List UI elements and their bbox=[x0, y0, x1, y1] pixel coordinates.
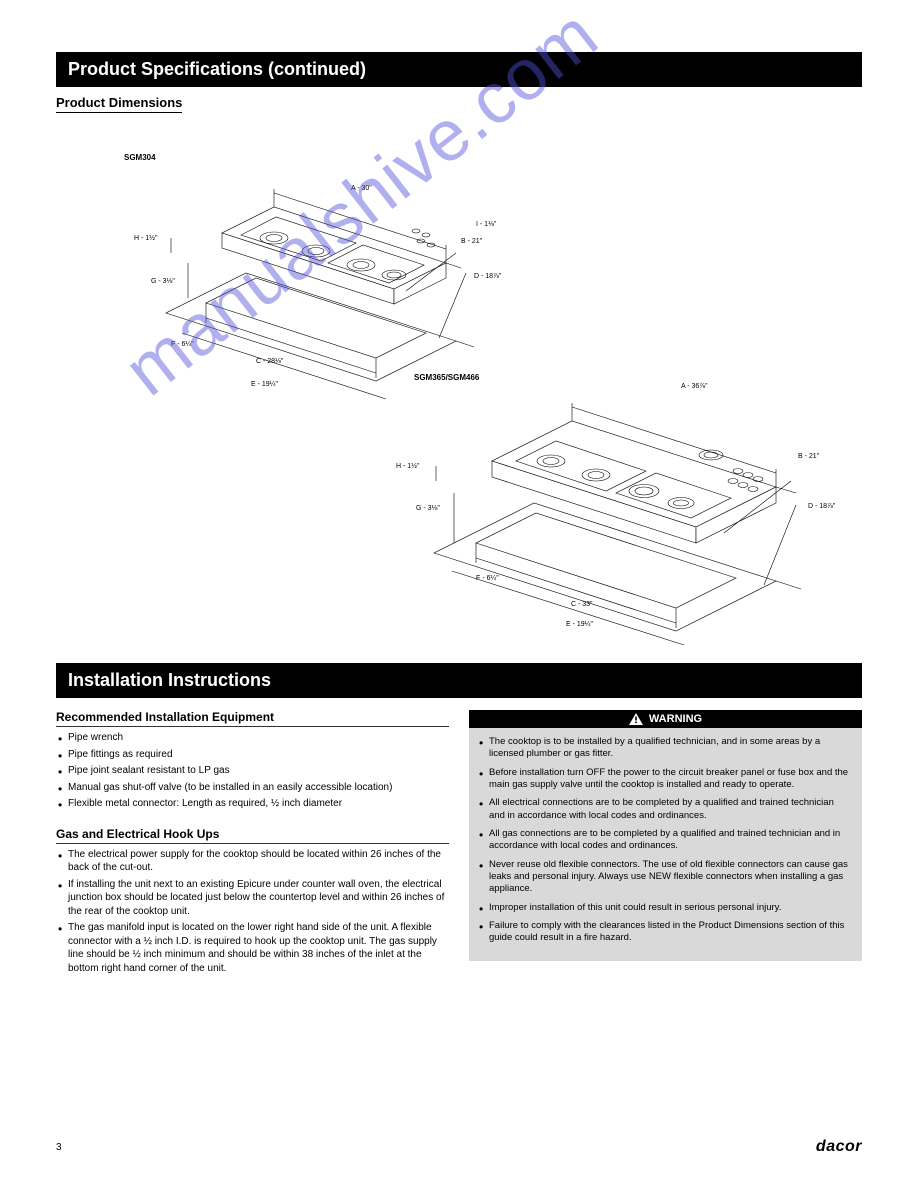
diagrams-container: A - 30" B - 21" D - 18⅞" C - 28⅛" E - 19… bbox=[56, 123, 862, 643]
dim-g1: G - 3⅛" bbox=[151, 278, 175, 285]
warning-box: WARNING The cooktop is to be installed b… bbox=[469, 710, 862, 961]
warning-list: The cooktop is to be installed by a qual… bbox=[479, 736, 852, 945]
installation-banner: Installation Instructions bbox=[56, 663, 862, 698]
page-container: Product Specifications (continued) Produ… bbox=[0, 0, 918, 1188]
list-item: Never reuse old flexible connectors. The… bbox=[479, 859, 852, 896]
list-item: All electrical connections are to be com… bbox=[479, 797, 852, 822]
dim-h1: H - 1½" bbox=[134, 235, 158, 242]
list-item: All gas connections are to be completed … bbox=[479, 828, 852, 853]
product-dims-heading: Product Dimensions bbox=[56, 95, 182, 113]
model2-label: SGM365/SGM466 bbox=[414, 373, 479, 382]
list-item: If installing the unit next to an existi… bbox=[56, 878, 449, 919]
product-dims-title: Product Dimensions bbox=[56, 95, 182, 110]
list-item: Failure to comply with the clearances li… bbox=[479, 920, 852, 945]
hookup-list: The electrical power supply for the cook… bbox=[56, 848, 449, 976]
warning-triangle-icon bbox=[629, 713, 643, 725]
dim-g2: G - 3⅛" bbox=[416, 505, 440, 512]
dim-e2: E - 19¼" bbox=[566, 621, 593, 628]
recommended-heading: Recommended Installation Equipment bbox=[56, 710, 449, 727]
list-item: Pipe fittings as required bbox=[56, 748, 449, 762]
list-item: Pipe joint sealant resistant to LP gas bbox=[56, 764, 449, 778]
dim-f2: F - 6¼" bbox=[476, 575, 499, 582]
dim-e1: E - 19¼" bbox=[251, 381, 278, 388]
dim-b1: B - 21" bbox=[461, 238, 482, 245]
two-column-layout: Recommended Installation Equipment Pipe … bbox=[56, 710, 862, 978]
list-item: Pipe wrench bbox=[56, 731, 449, 745]
model1-label: SGM304 bbox=[124, 153, 156, 162]
dim-i1: I - 1⅛" bbox=[476, 221, 496, 228]
hookup-heading: Gas and Electrical Hook Ups bbox=[56, 827, 449, 844]
warning-label: WARNING bbox=[649, 713, 702, 725]
right-column: WARNING The cooktop is to be installed b… bbox=[469, 710, 862, 978]
dim-b2: B - 21" bbox=[798, 453, 819, 460]
specifications-banner: Product Specifications (continued) bbox=[56, 52, 862, 87]
diagram-sgm365 bbox=[376, 343, 856, 653]
brand-logo: dacor bbox=[816, 1138, 862, 1156]
dim-d2: D - 18⅞" bbox=[808, 503, 835, 510]
left-column: Recommended Installation Equipment Pipe … bbox=[56, 710, 449, 978]
list-item: The gas manifold input is located on the… bbox=[56, 921, 449, 975]
dim-f1: F - 6¼" bbox=[171, 341, 194, 348]
recommended-list: Pipe wrench Pipe fittings as required Pi… bbox=[56, 731, 449, 811]
dim-c1: C - 28⅛" bbox=[256, 358, 283, 365]
page-number: 3 bbox=[56, 1142, 62, 1153]
list-item: The electrical power supply for the cook… bbox=[56, 848, 449, 875]
list-item: Flexible metal connector: Length as requ… bbox=[56, 797, 449, 811]
list-item: Before installation turn OFF the power t… bbox=[479, 767, 852, 792]
page-footer: 3 dacor bbox=[56, 1138, 862, 1156]
list-item: Improper installation of this unit could… bbox=[479, 902, 852, 914]
list-item: The cooktop is to be installed by a qual… bbox=[479, 736, 852, 761]
dim-a2: A - 36⅞" bbox=[681, 383, 708, 390]
warning-header: WARNING bbox=[469, 710, 862, 728]
warning-content: The cooktop is to be installed by a qual… bbox=[469, 728, 862, 961]
dim-a1: A - 30" bbox=[351, 185, 372, 192]
dim-d1: D - 18⅞" bbox=[474, 273, 501, 280]
dim-h2: H - 1½" bbox=[396, 463, 420, 470]
dim-c2: C - 33" bbox=[571, 601, 593, 608]
list-item: Manual gas shut-off valve (to be install… bbox=[56, 781, 449, 795]
